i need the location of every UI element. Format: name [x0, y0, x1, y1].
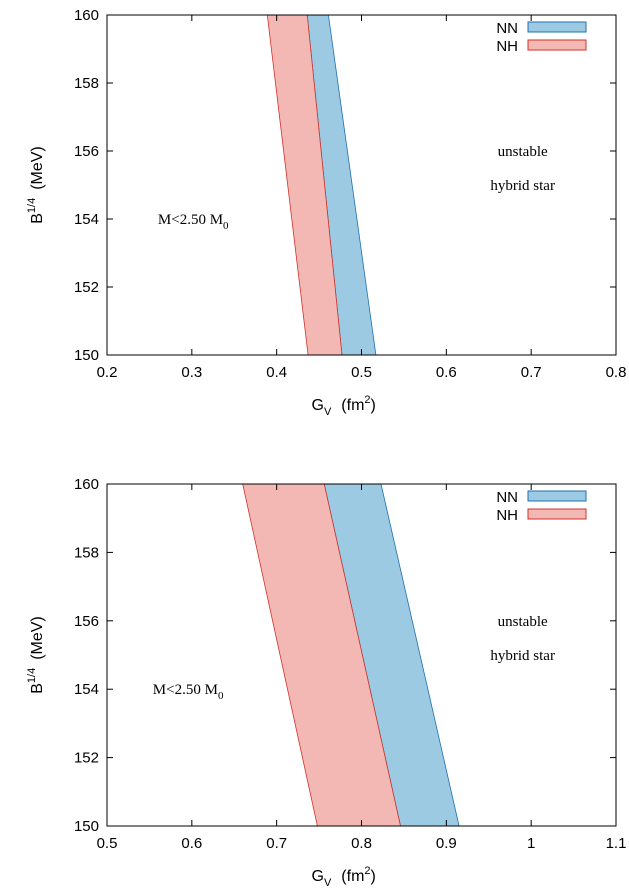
y-axis-unit: (MeV): [29, 146, 46, 190]
annotation-text: unstable: [498, 144, 548, 160]
x-tick-label: 1.1: [606, 835, 627, 852]
x-tick-label: 1: [527, 835, 535, 852]
y-tick-label: 156: [74, 613, 99, 630]
x-tick-label: 0.6: [181, 835, 202, 852]
legend-swatch-nh: [527, 508, 587, 520]
annotation-2: hybrid star: [490, 178, 555, 194]
x-axis-label: GV (fm2): [312, 865, 376, 889]
legend-swatch-nn: [527, 21, 587, 33]
annotation-text: M<2.50 M: [158, 212, 223, 228]
y-tick-label: 160: [74, 7, 99, 24]
x-tick-label: 0.6: [436, 364, 457, 381]
annotation-text: hybrid star: [490, 648, 555, 664]
x-axis-label: GV (fm2): [312, 394, 376, 418]
x-axis-unit: (fm: [341, 868, 364, 885]
x-axis-symbol: G: [312, 868, 324, 885]
chart-panel-2: 0.5 0.6 0.7 0.8 0.9 1 1.1 150 152 154 156 158 160 GV (…: [26, 476, 626, 889]
annotation-text: M<2.50 M: [153, 682, 218, 698]
y-axis-superscript: 1/4: [26, 668, 38, 683]
annotation-3: M<2.50 M0: [153, 682, 224, 702]
legend-swatch-nh: [527, 39, 587, 51]
annotation-text: unstable: [498, 614, 548, 630]
chart-panel-1: 0.2 0.3 0.4 0.5 0.6 0.7 0.8 150 152 154 156 158 160 G…: [26, 7, 626, 418]
legend-label-nn: NN: [496, 20, 518, 37]
y-tick-label: 154: [74, 681, 99, 698]
y-tick-label: 150: [74, 347, 99, 364]
annotation-3: M<2.50 M0: [158, 212, 229, 232]
annotation-subscript: 0: [218, 690, 224, 702]
y-tick-label: 150: [74, 818, 99, 835]
y-tick-label: 158: [74, 544, 99, 561]
y-axis-label: B1/4 (MeV): [26, 146, 46, 224]
y-axis-unit: (MeV): [29, 616, 46, 660]
legend-label-nh: NH: [496, 38, 518, 55]
legend-swatch-nn: [527, 490, 587, 502]
annotation-text: hybrid star: [490, 178, 555, 194]
x-tick-label: 0.2: [97, 364, 118, 381]
y-axis-symbol: B: [29, 683, 46, 694]
x-tick-label: 0.5: [351, 364, 372, 381]
y-tick-label: 152: [74, 750, 99, 767]
legend-label-nh: NH: [496, 507, 518, 524]
x-axis-unit-sup: 2: [364, 865, 370, 877]
y-tick-label: 156: [74, 143, 99, 160]
x-axis-unit-end: ): [371, 397, 376, 414]
y-tick-label: 152: [74, 279, 99, 296]
annotation-1: unstable: [498, 144, 548, 160]
x-tick-label: 0.4: [266, 364, 287, 381]
annotation-1: unstable: [498, 614, 548, 630]
x-tick-label: 0.7: [266, 835, 287, 852]
x-axis-subscript: V: [324, 406, 332, 418]
y-axis-symbol: B: [29, 213, 46, 224]
x-tick-label: 0.8: [351, 835, 372, 852]
y-tick-label: 154: [74, 211, 99, 228]
x-tick-label: 0.8: [606, 364, 627, 381]
legend-label-nn: NN: [496, 489, 518, 506]
x-tick-label: 0.9: [436, 835, 457, 852]
x-axis-unit-end: ): [371, 868, 376, 885]
annotation-2: hybrid star: [490, 648, 555, 664]
y-tick-label: 158: [74, 75, 99, 92]
x-tick-label: 0.7: [521, 364, 542, 381]
x-tick-label: 0.3: [181, 364, 202, 381]
x-axis-unit: (fm: [341, 397, 364, 414]
x-tick-label: 0.5: [97, 835, 118, 852]
x-axis-symbol: G: [312, 397, 324, 414]
annotation-subscript: 0: [223, 220, 229, 232]
x-axis-unit-sup: 2: [364, 394, 370, 406]
x-axis-subscript: V: [324, 877, 332, 889]
y-axis-label: B1/4 (MeV): [26, 616, 46, 694]
y-axis-superscript: 1/4: [26, 198, 38, 213]
y-tick-label: 160: [74, 476, 99, 493]
